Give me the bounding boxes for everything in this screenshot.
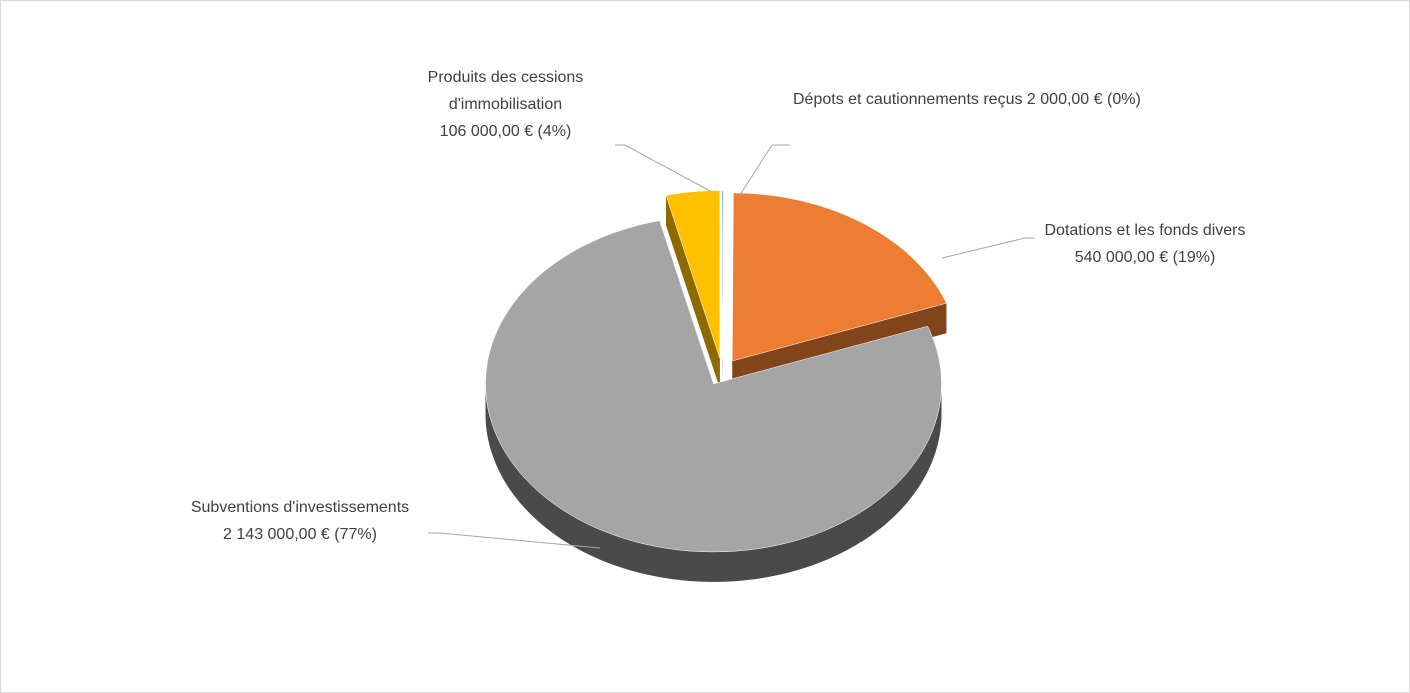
label-name: Produits des cessions d'immobilisation xyxy=(427,69,584,113)
leader-line xyxy=(941,237,1035,259)
slice xyxy=(732,192,947,362)
slice xyxy=(485,220,942,553)
leader-line xyxy=(428,532,601,549)
label-name: Dépots et cautionnements reçus xyxy=(793,91,1023,108)
label-value: 540 000,00 € (19%) xyxy=(1074,249,1216,266)
label-value: 2 143 000,00 € (77%) xyxy=(223,526,377,543)
leader-line xyxy=(615,144,713,193)
slice-wall xyxy=(485,383,942,582)
data-label: Subventions d'investissements 2 143 000,… xyxy=(160,494,440,548)
slice-side xyxy=(666,195,720,389)
label-value: 106 000,00 € (4%) xyxy=(439,123,572,140)
label-name: Subventions d'investissements xyxy=(190,499,410,516)
leader-line xyxy=(739,144,790,196)
label-value: 2 000,00 € (0%) xyxy=(1026,91,1141,108)
slice xyxy=(665,190,721,359)
data-label: Dépots et cautionnements reçus 2 000,00 … xyxy=(793,86,1293,113)
data-label: Dotations et les fonds divers 540 000,00… xyxy=(1025,217,1265,271)
label-name: Dotations et les fonds divers xyxy=(1044,222,1246,239)
data-label: Produits des cessions d'immobilisation 1… xyxy=(418,64,593,145)
slice xyxy=(721,190,724,359)
